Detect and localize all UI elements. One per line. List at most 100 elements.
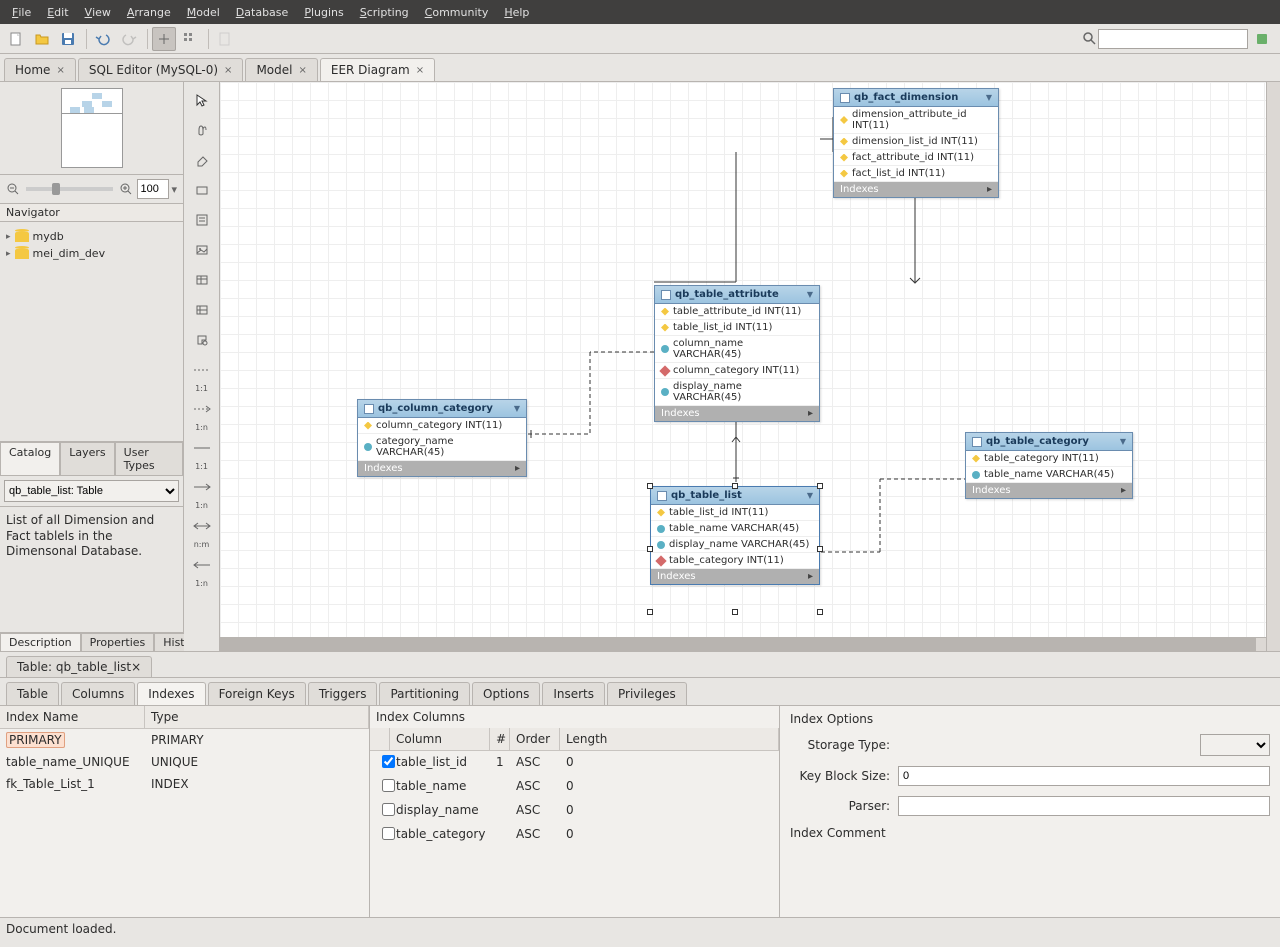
selection-handle[interactable]: [732, 609, 738, 615]
menu-database[interactable]: Database: [228, 0, 297, 24]
diagram-canvas[interactable]: qb_fact_dimension▼dimension_attribute_id…: [220, 82, 1266, 651]
index-column-row[interactable]: table_categoryASC0: [370, 823, 779, 847]
search-icon[interactable]: [1082, 31, 1098, 47]
er-table-qb_table_category[interactable]: qb_table_category▼table_category INT(11)…: [965, 432, 1133, 499]
undo-icon[interactable]: [91, 27, 115, 51]
open-file-icon[interactable]: [30, 27, 54, 51]
menu-arrange[interactable]: Arrange: [119, 0, 179, 24]
hand-tool-icon[interactable]: [190, 118, 214, 142]
table-editor-subtab[interactable]: Foreign Keys: [208, 682, 306, 705]
selection-handle[interactable]: [647, 483, 653, 489]
catalog-tab[interactable]: Catalog: [0, 442, 60, 475]
search-go-icon[interactable]: [1250, 27, 1274, 51]
er-table-qb_table_list[interactable]: qb_table_list▼table_list_id INT(11)table…: [650, 486, 820, 585]
close-icon[interactable]: ×: [56, 65, 64, 76]
table-editor-subtab[interactable]: Partitioning: [379, 682, 470, 705]
left-bottom-tabs: DescriptionPropertiesHistory: [0, 632, 183, 651]
index-row[interactable]: fk_Table_List_1INDEX: [0, 773, 369, 795]
selection-handle[interactable]: [817, 609, 823, 615]
menu-community[interactable]: Community: [417, 0, 497, 24]
selection-handle[interactable]: [647, 609, 653, 615]
object-selector: qb_table_list: Table: [0, 476, 183, 507]
zoom-slider[interactable]: [26, 187, 113, 191]
overview-minimap[interactable]: [61, 88, 123, 168]
db-tree-item[interactable]: ▸mei_dim_dev: [6, 245, 177, 262]
close-icon[interactable]: ×: [224, 65, 232, 76]
storage-type-select[interactable]: [1200, 734, 1270, 756]
menu-help[interactable]: Help: [496, 0, 537, 24]
key-block-size-input[interactable]: [898, 766, 1270, 786]
eraser-tool-icon[interactable]: [190, 148, 214, 172]
table-editor-tab[interactable]: Table: qb_table_list×: [6, 656, 152, 677]
zoom-out-icon[interactable]: [6, 182, 20, 196]
table-editor-subtab[interactable]: Inserts: [542, 682, 605, 705]
table-editor-subtab[interactable]: Indexes: [137, 682, 205, 705]
menu-plugins[interactable]: Plugins: [296, 0, 351, 24]
view-tool-icon[interactable]: [190, 298, 214, 322]
zoom-dropdown-icon[interactable]: ▾: [171, 183, 177, 196]
er-table-qb_table_attribute[interactable]: qb_table_attribute▼table_attribute_id IN…: [654, 285, 820, 422]
routine-tool-icon[interactable]: [190, 328, 214, 352]
zoom-input[interactable]: [137, 179, 169, 199]
note-tool-icon[interactable]: [190, 208, 214, 232]
table-editor-subtab[interactable]: Columns: [61, 682, 135, 705]
selection-handle[interactable]: [647, 546, 653, 552]
selection-handle[interactable]: [732, 483, 738, 489]
table-editor-subtab[interactable]: Privileges: [607, 682, 687, 705]
rel-1-n-id-tool-icon[interactable]: [190, 475, 214, 499]
index-column-row[interactable]: display_nameASC0: [370, 799, 779, 823]
er-table-qb_column_category[interactable]: qb_column_category▼column_category INT(1…: [357, 399, 527, 477]
rel-1-n-tool-icon[interactable]: [190, 397, 214, 421]
index-row[interactable]: PRIMARYPRIMARY: [0, 729, 369, 751]
close-icon[interactable]: ×: [131, 660, 141, 674]
catalog-tab[interactable]: Layers: [60, 442, 114, 475]
index-comment-label: Index Comment: [790, 826, 1270, 840]
grid-toggle-icon[interactable]: [178, 27, 202, 51]
canvas-vscroll[interactable]: [1266, 82, 1280, 651]
doc-blank-icon[interactable]: [213, 27, 237, 51]
close-icon[interactable]: ×: [416, 65, 424, 76]
left-bottom-tab[interactable]: Properties: [81, 633, 155, 651]
selection-handle[interactable]: [817, 483, 823, 489]
menu-view[interactable]: View: [77, 0, 119, 24]
db-tree-item[interactable]: ▸mydb: [6, 228, 177, 245]
table-editor-subtab[interactable]: Table: [6, 682, 59, 705]
rel-n-m-tool-icon[interactable]: [190, 514, 214, 538]
layer-tool-icon[interactable]: [190, 178, 214, 202]
canvas-hscroll[interactable]: [220, 637, 1266, 651]
catalog-tab[interactable]: User Types: [115, 442, 183, 475]
object-selector-dropdown[interactable]: qb_table_list: Table: [4, 480, 179, 502]
doc-tab[interactable]: Model×: [245, 58, 317, 81]
parser-input[interactable]: [898, 796, 1270, 816]
table-editor-subtab[interactable]: Options: [472, 682, 540, 705]
grid-align-icon[interactable]: [152, 27, 176, 51]
save-file-icon[interactable]: [56, 27, 80, 51]
new-file-icon[interactable]: [4, 27, 28, 51]
menu-model[interactable]: Model: [179, 0, 228, 24]
menu-scripting[interactable]: Scripting: [352, 0, 417, 24]
search-input[interactable]: [1098, 29, 1248, 49]
doc-tab[interactable]: Home×: [4, 58, 76, 81]
index-column-row[interactable]: table_list_id1ASC0: [370, 751, 779, 775]
selection-handle[interactable]: [817, 546, 823, 552]
rel-1-1-id-tool-icon[interactable]: [190, 436, 214, 460]
index-row[interactable]: table_name_UNIQUEUNIQUE: [0, 751, 369, 773]
doc-tab[interactable]: SQL Editor (MySQL-0)×: [78, 58, 244, 81]
search-box: [1082, 27, 1276, 51]
doc-tab[interactable]: EER Diagram×: [320, 58, 435, 81]
table-tool-icon[interactable]: [190, 268, 214, 292]
pointer-tool-icon[interactable]: [190, 88, 214, 112]
table-editor-subtab[interactable]: Triggers: [308, 682, 378, 705]
zoom-in-icon[interactable]: [119, 182, 133, 196]
redo-icon[interactable]: [117, 27, 141, 51]
image-tool-icon[interactable]: [190, 238, 214, 262]
index-column-row[interactable]: table_nameASC0: [370, 775, 779, 799]
idx-opts-title: Index Options: [790, 712, 1270, 726]
menu-edit[interactable]: Edit: [39, 0, 76, 24]
menu-file[interactable]: File: [4, 0, 39, 24]
rel-1-1-tool-icon[interactable]: [190, 358, 214, 382]
er-table-qb_fact_dimension[interactable]: qb_fact_dimension▼dimension_attribute_id…: [833, 88, 999, 198]
close-icon[interactable]: ×: [298, 65, 306, 76]
rel-existing-tool-icon[interactable]: [190, 553, 214, 577]
left-bottom-tab[interactable]: Description: [0, 633, 81, 651]
